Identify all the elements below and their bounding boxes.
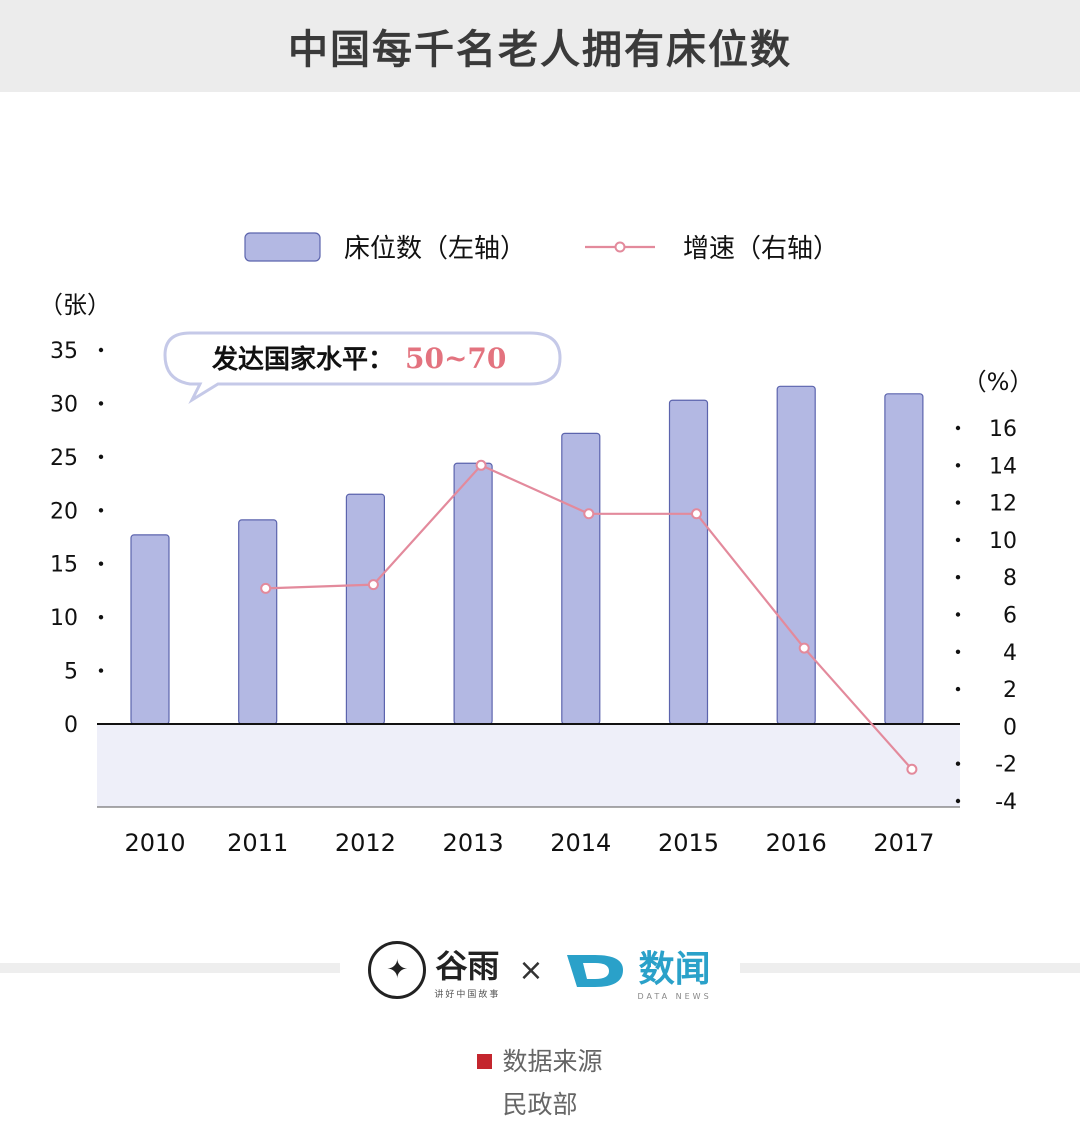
right-tick-mark: [955, 612, 961, 617]
right-tick-label: 12: [989, 492, 1017, 517]
right-tick-label: 0: [1003, 715, 1017, 740]
growth-point: [367, 579, 379, 591]
annotation-value: 50~70: [405, 342, 506, 375]
right-tick-label: -2: [995, 753, 1017, 778]
x-tick-label-2016: 2016: [766, 829, 827, 857]
growth-point: [906, 763, 918, 775]
right-tick-mark: [955, 686, 961, 692]
x-tick-label-2010: 2010: [124, 829, 185, 857]
right-tick-label: -4: [995, 790, 1017, 815]
legend-bar-label: 床位数（左轴）: [344, 234, 526, 264]
left-tick-label: 5: [64, 660, 78, 685]
left-tick-label: 25: [50, 446, 78, 471]
source-label: 数据来源: [0, 1042, 1080, 1078]
page-title: 中国每千名老人拥有床位数: [288, 27, 792, 73]
bird-icon: ✦: [368, 941, 427, 999]
x-tick-label-2011: 2011: [227, 829, 288, 857]
left-tick-label: 30: [50, 392, 78, 417]
right-tick-mark: [955, 500, 961, 505]
source-label-text: 数据来源: [502, 1047, 603, 1076]
legend-line-label: 增速（右轴）: [683, 234, 839, 264]
right-tick-label: 2: [1003, 678, 1017, 703]
bar-line-chart: 35302520151050（张）1614121086420-2-4（%）201…: [39, 232, 1034, 857]
right-tick-label: 6: [1003, 604, 1017, 629]
x-tick-label-2017: 2017: [873, 829, 934, 857]
annotation-bubble: [163, 331, 562, 405]
bar-2011: [238, 519, 278, 725]
source-marker-icon: [477, 1053, 493, 1069]
x-tick-label-2013: 2013: [443, 829, 504, 857]
legend-bar-swatch: [244, 232, 321, 262]
bar-2014: [561, 432, 601, 725]
left-tick-mark: [98, 561, 104, 566]
left-tick-label: 15: [50, 553, 78, 578]
bar-2015: [668, 399, 709, 725]
right-tick-mark: [955, 649, 961, 654]
right-tick-mark: [955, 463, 961, 468]
annotation-prefix: 发达国家水平：: [211, 344, 394, 375]
right-tick-label: 4: [1003, 641, 1017, 666]
right-tick-label: 8: [1003, 566, 1017, 591]
bar-2013: [453, 462, 493, 725]
times-sign: ×: [518, 952, 544, 988]
bar-2012: [345, 493, 385, 725]
growth-point: [475, 459, 487, 471]
growth-point: [691, 508, 702, 520]
right-tick-mark: [955, 798, 961, 804]
guyu-logo: ✦ 谷雨 讲好中国故事: [368, 941, 500, 1000]
brand-row: ✦ 谷雨 讲好中国故事 × 数闻 DATA NEWS: [340, 935, 740, 1005]
growth-point: [798, 642, 810, 654]
title-banner: 中国每千名老人拥有床位数: [0, 0, 1080, 92]
x-tick-label-2014: 2014: [550, 829, 611, 857]
left-axis-label: （张）: [39, 291, 111, 319]
right-axis-label: （%）: [963, 368, 1034, 396]
left-tick-mark: [98, 454, 104, 460]
left-tick-label: 0: [64, 713, 78, 738]
right-tick-label: 14: [989, 454, 1017, 479]
x-tick-label-2015: 2015: [658, 829, 719, 857]
left-tick-mark: [98, 508, 104, 513]
bar-2016: [776, 385, 816, 725]
legend-line-marker: [614, 241, 626, 253]
right-tick-label: 16: [989, 417, 1017, 442]
bar-2017: [884, 393, 924, 725]
guyu-subtitle: 讲好中国故事: [434, 989, 501, 1000]
source-value: 民政部: [502, 1090, 578, 1119]
negative-zone: [97, 724, 960, 807]
bar-2010: [130, 534, 170, 725]
left-tick-mark: [98, 668, 104, 673]
left-tick-label: 35: [50, 339, 78, 364]
left-tick-label: 20: [50, 499, 78, 524]
d-logo-icon: [561, 947, 631, 993]
right-tick-mark: [955, 425, 961, 431]
guyu-name: 谷雨: [435, 946, 500, 985]
left-tick-mark: [98, 347, 104, 353]
growth-point: [583, 508, 595, 520]
shuwen-subtitle: DATA NEWS: [637, 991, 712, 1001]
right-tick-mark: [955, 537, 961, 543]
right-tick-label: 10: [989, 529, 1017, 554]
growth-point: [260, 582, 272, 594]
left-tick-label: 10: [50, 606, 78, 631]
left-tick-mark: [98, 614, 104, 620]
shuwen-logo: 数闻 DATA NEWS: [561, 940, 711, 1001]
shuwen-name: 数闻: [638, 948, 711, 990]
x-tick-label-2012: 2012: [335, 829, 396, 857]
right-tick-mark: [955, 761, 961, 766]
left-tick-mark: [98, 401, 104, 406]
right-tick-mark: [955, 575, 961, 580]
